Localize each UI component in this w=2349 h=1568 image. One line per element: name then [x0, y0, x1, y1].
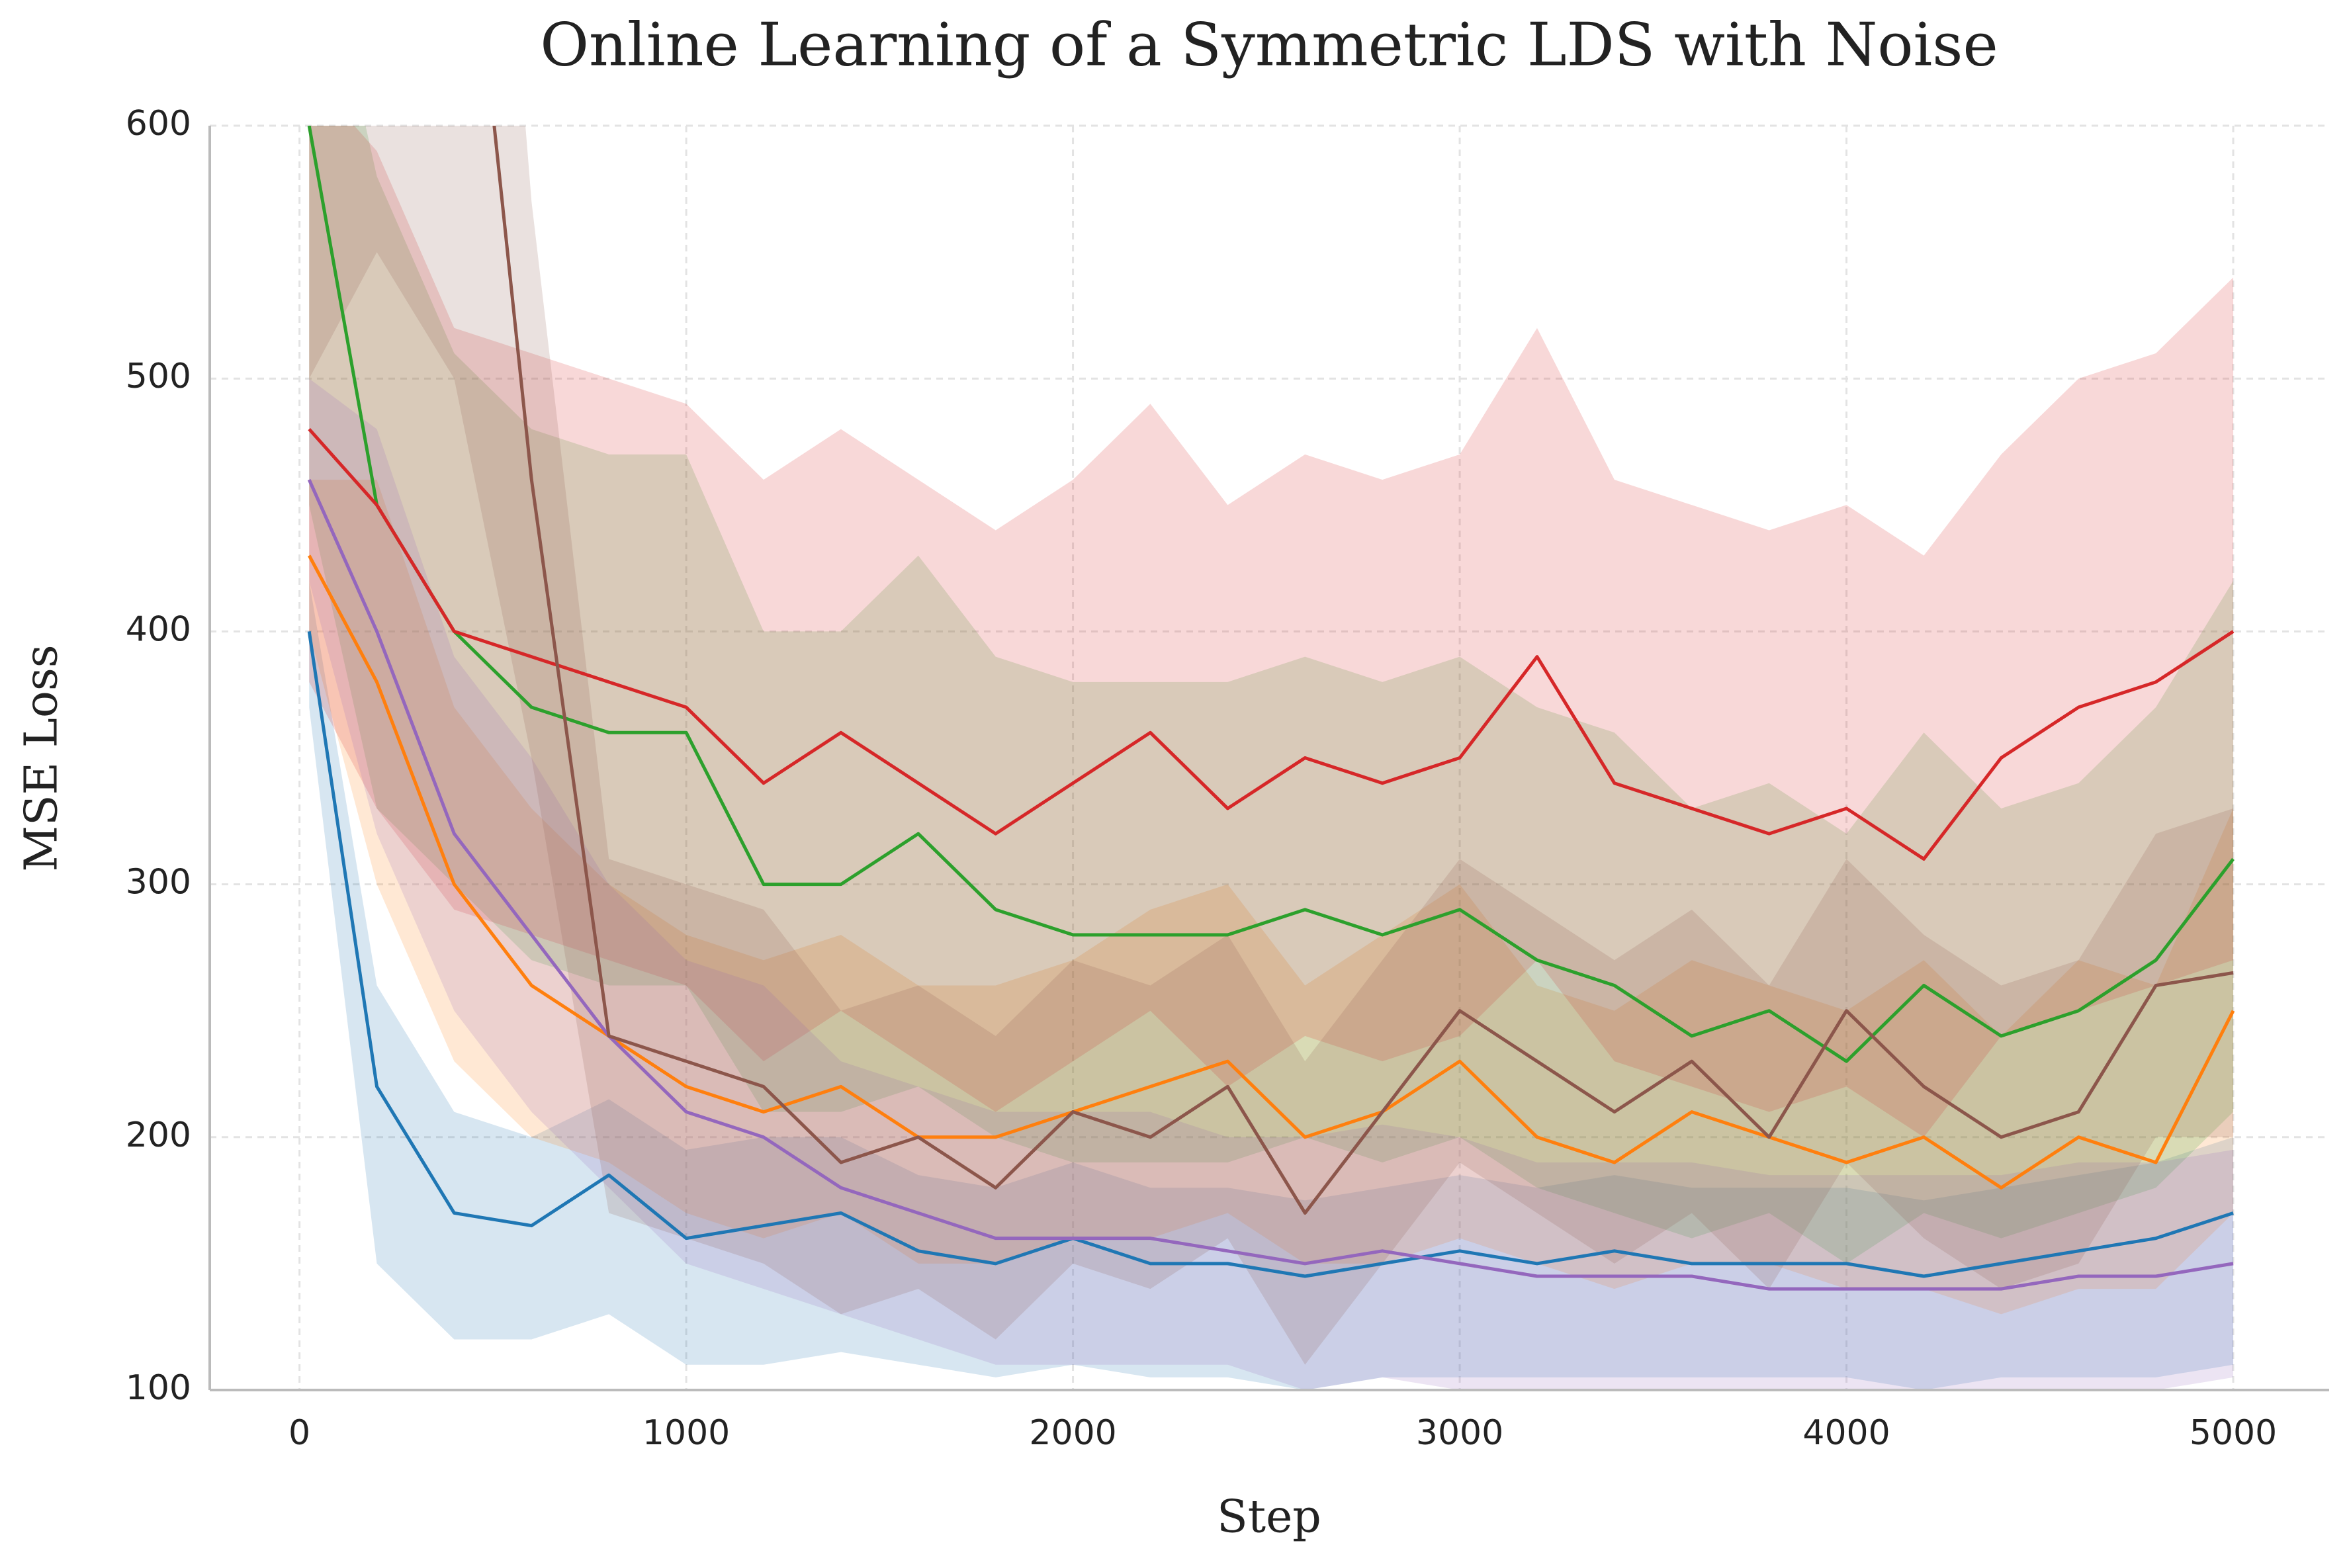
error-band — [309, 378, 2234, 1390]
y-tick-label: 200 — [126, 1115, 191, 1155]
x-tick-label: 3000 — [1416, 1413, 1503, 1453]
series-line — [492, 126, 2234, 1215]
series-line — [307, 631, 2234, 1278]
error-band — [309, 126, 2234, 1264]
series-line — [308, 427, 2235, 861]
y-tick-label: 500 — [126, 357, 191, 396]
x-tick-label: 0 — [288, 1413, 310, 1453]
tick-labels: 0 1000 2000 3000 4000 5000 100 200 300 400 500 600 — [126, 104, 2277, 1453]
x-tick-label: 1000 — [643, 1413, 730, 1453]
y-tick-label: 300 — [126, 863, 191, 902]
series-line — [307, 126, 2235, 1063]
y-tick-label: 600 — [126, 104, 191, 144]
x-tick-label: 5000 — [2190, 1413, 2277, 1453]
y-tick-label: 400 — [126, 609, 191, 649]
y-axis-label: MSE Loss — [16, 644, 68, 871]
x-tick-label: 2000 — [1029, 1413, 1116, 1453]
lines — [307, 126, 2235, 1291]
series-line — [308, 554, 2235, 1190]
y-tick-label: 100 — [126, 1368, 191, 1408]
error-band — [309, 580, 2234, 1390]
x-tick-label: 4000 — [1802, 1413, 1890, 1453]
series-line — [307, 479, 2234, 1291]
x-axis-label: Step — [1217, 1491, 1321, 1544]
bands — [309, 126, 2234, 1390]
chart-title: Online Learning of a Symmetric LDS with … — [540, 10, 1998, 79]
error-band — [309, 126, 2234, 1365]
error-band — [309, 480, 2234, 1315]
